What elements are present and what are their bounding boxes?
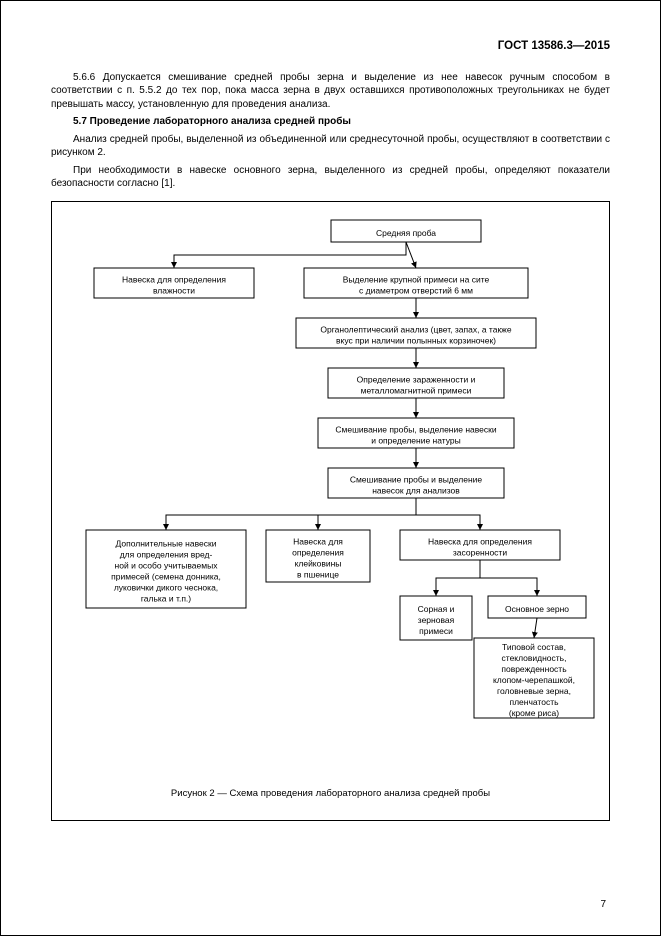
document-page: ГОСТ 13586.3—2015 5.6.6 Допускается смеш… <box>0 0 661 936</box>
document-header: ГОСТ 13586.3—2015 <box>51 39 610 55</box>
flow-node-label: засоренности <box>452 547 506 557</box>
flow-node-label: с диаметром отверстий 6 мм <box>359 285 473 295</box>
flow-node-label: луковички дикого чеснока, <box>113 582 217 592</box>
flow-node-label: Типовой состав, <box>502 641 566 651</box>
flow-edge <box>480 560 537 596</box>
flow-node-label: клейковины <box>294 558 341 568</box>
flow-node-label: Определение зараженности и <box>356 374 475 384</box>
flow-node-label: стекловидность, <box>501 652 566 662</box>
flow-node-label: примеси <box>419 626 453 636</box>
flow-edge <box>174 242 406 268</box>
flow-node-label: Средняя проба <box>375 228 435 238</box>
flow-node-label: Навеска для <box>293 536 343 546</box>
paragraph-57a: Анализ средней пробы, выделенной из объе… <box>51 133 610 160</box>
flow-node-label: примесей (семена донника, <box>111 571 221 581</box>
flow-node-label: Дополнительные навески <box>115 538 216 548</box>
flow-node-label: вкус при наличии полынных корзиночек) <box>335 335 495 345</box>
flow-edge <box>534 618 537 638</box>
flow-node-label: Основное зерно <box>505 604 569 614</box>
flow-node-label: Навеска для определения <box>428 536 532 546</box>
flow-node-label: определения <box>292 547 344 557</box>
flow-node-label: Сорная и <box>417 603 454 613</box>
flow-node-label: Выделение крупной примеси на сите <box>342 274 489 284</box>
flow-node-label: пленчатость <box>509 697 559 707</box>
flow-node-label: галька и т.п.) <box>140 593 190 603</box>
flow-node-label: ной и особо учитываемых <box>114 560 218 570</box>
flow-node-label: зерновая <box>417 615 454 625</box>
flow-edge <box>416 498 480 530</box>
flowchart: Средняя пробаНавеска для определениявлаж… <box>66 210 596 770</box>
flow-node-label: для определения вред- <box>119 549 212 559</box>
flow-node-label: навесок для анализов <box>372 485 460 495</box>
paragraph-57b: При необходимости в навеске основного зе… <box>51 164 610 191</box>
flowchart-container: Средняя пробаНавеска для определениявлаж… <box>51 201 610 822</box>
flow-node-label: Смешивание пробы и выделение <box>349 474 482 484</box>
flow-edge <box>436 560 480 596</box>
paragraph-566: 5.6.6 Допускается смешивание средней про… <box>51 71 610 112</box>
flow-node-label: клопом-черепашкой, <box>492 675 574 685</box>
flow-edge <box>406 242 416 268</box>
flow-node-label: (кроме риса) <box>508 708 558 718</box>
flow-edge <box>166 498 416 530</box>
flow-node-label: в пшенице <box>297 569 339 579</box>
flow-node-label: и определение натуры <box>371 435 461 445</box>
flow-node-label: влажности <box>152 285 194 295</box>
section-57-heading: 5.7 Проведение лабораторного анализа сре… <box>51 115 610 129</box>
flow-node-label: Органолептический анализ (цвет, запах, а… <box>320 324 511 334</box>
flow-edge <box>318 498 416 530</box>
flow-node-label: поврежденность <box>501 663 567 673</box>
flow-node-label: Смешивание пробы, выделение навески <box>335 424 496 434</box>
page-number: 7 <box>600 898 606 912</box>
flow-node-label: Навеска для определения <box>122 274 226 284</box>
flow-node-label: металломагнитной примеси <box>360 385 471 395</box>
flow-node-label: головневые зерна, <box>497 686 571 696</box>
figure-caption: Рисунок 2 — Схема проведения лабораторно… <box>58 788 603 801</box>
